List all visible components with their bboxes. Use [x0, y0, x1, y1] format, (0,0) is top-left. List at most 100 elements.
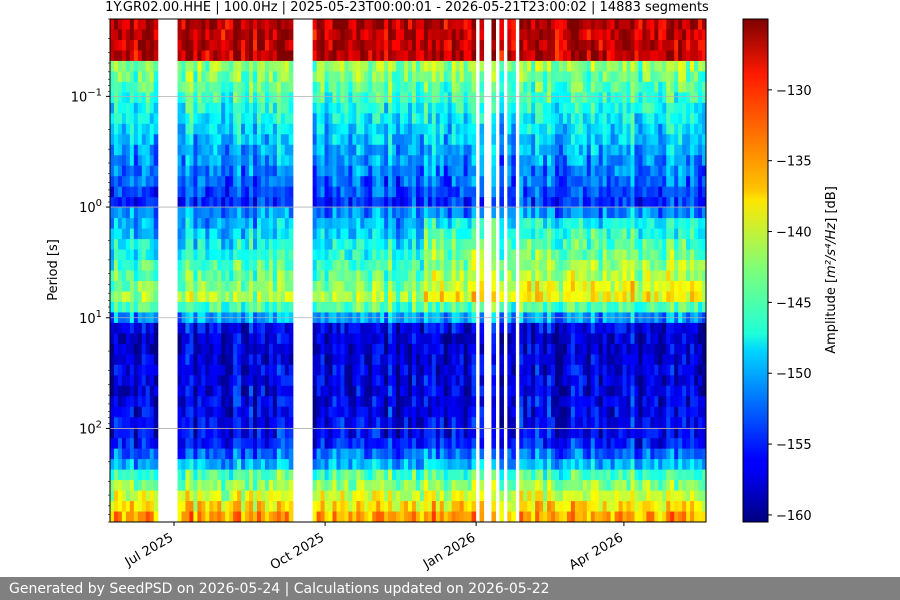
heatmap-cell [396, 417, 401, 429]
heatmap-cell [113, 469, 119, 481]
heatmap-cell [141, 228, 147, 240]
heatmap-cell [562, 480, 568, 492]
heatmap-cell [435, 228, 441, 240]
heatmap-cell [435, 480, 441, 492]
heatmap-cell [511, 228, 516, 240]
heatmap-cell [249, 448, 254, 460]
heatmap-cell [320, 155, 326, 167]
heatmap-cell [523, 102, 528, 114]
heatmap-cell [153, 71, 159, 83]
heatmap-cell [149, 81, 155, 93]
heatmap-cell [221, 385, 226, 397]
heatmap-cell [141, 501, 147, 513]
heatmap-cell [336, 343, 342, 355]
heatmap-cell [237, 92, 242, 104]
heatmap-cell [507, 81, 512, 93]
heatmap-cell [177, 469, 183, 481]
heatmap-cell [153, 270, 159, 282]
heatmap-cell [396, 29, 401, 41]
heatmap-cell [217, 448, 222, 460]
heatmap-cell [392, 134, 397, 146]
heatmap-cell [558, 71, 564, 83]
heatmap-cell [253, 438, 258, 450]
heatmap-cell [241, 354, 246, 366]
heatmap-cell [447, 29, 453, 41]
heatmap-cell [400, 123, 405, 135]
heatmap-cell [312, 123, 318, 135]
heatmap-column [392, 19, 397, 522]
heatmap-cell [467, 343, 473, 355]
heatmap-cell [392, 354, 397, 366]
heatmap-cell [233, 165, 238, 177]
heatmap-cell [225, 39, 230, 52]
heatmap-cell [360, 249, 365, 261]
heatmap-cell [443, 301, 449, 314]
heatmap-cell [316, 81, 322, 93]
heatmap-cell [233, 343, 238, 355]
heatmap-cell [268, 427, 274, 439]
heatmap-cell [479, 270, 485, 282]
heatmap-cell [467, 134, 473, 146]
heatmap-cell [217, 50, 222, 62]
heatmap-cell [491, 396, 497, 408]
heatmap-cell [316, 207, 322, 219]
heatmap-cell [257, 375, 262, 387]
heatmap-cell [570, 60, 576, 72]
heatmap-cell [233, 81, 238, 93]
heatmap-cell [551, 333, 556, 345]
heatmap-cell [229, 490, 234, 502]
heatmap-cell [423, 406, 429, 418]
heatmap-cell [332, 469, 338, 481]
heatmap-cell [229, 364, 234, 376]
heatmap-cell [368, 71, 373, 83]
heatmap-cell [447, 280, 453, 293]
heatmap-cell [551, 134, 556, 146]
heatmap-column [145, 19, 151, 522]
heatmap-cell [260, 459, 266, 471]
heatmap-cell [241, 197, 246, 209]
heatmap-cell [121, 102, 127, 114]
heatmap-cell [415, 228, 421, 240]
heatmap-cell [221, 186, 226, 198]
heatmap-cell [181, 270, 187, 282]
heatmap-cell [201, 427, 206, 439]
heatmap-cell [372, 176, 377, 188]
heatmap-cell [539, 228, 544, 240]
heatmap-cell [125, 469, 131, 481]
heatmap-cell [519, 218, 524, 230]
heatmap-cell [348, 165, 353, 177]
heatmap-cell [328, 480, 334, 492]
heatmap-cell [229, 480, 234, 492]
heatmap-cell [467, 480, 473, 492]
heatmap-cell [205, 186, 210, 198]
heatmap-cell [447, 364, 453, 376]
heatmap-cell [423, 375, 429, 387]
heatmap-cell [447, 71, 453, 83]
heatmap-cell [527, 501, 532, 513]
heatmap-cell [566, 134, 572, 146]
heatmap-cell [137, 144, 143, 156]
heatmap-cell [574, 197, 580, 209]
heatmap-cell [280, 301, 286, 314]
heatmap-cell [491, 176, 497, 188]
heatmap-cell [340, 197, 346, 209]
heatmap-cell [133, 343, 139, 355]
heatmap-cell [431, 301, 437, 314]
heatmap-column [193, 19, 199, 522]
heatmap-cell [507, 186, 512, 198]
heatmap-cell [288, 176, 294, 188]
heatmap-cell [137, 207, 143, 219]
heatmap-cell [340, 427, 346, 439]
heatmap-cell [443, 469, 449, 481]
heatmap-cell [332, 438, 338, 450]
heatmap-cell [209, 333, 214, 345]
heatmap-cell [117, 354, 123, 366]
heatmap-cell [121, 134, 127, 146]
heatmap-cell [225, 343, 230, 355]
heatmap-cell [209, 39, 214, 52]
heatmap-cell [511, 176, 516, 188]
heatmap-cell [193, 364, 199, 376]
heatmap-cell [404, 239, 409, 251]
heatmap-cell [427, 176, 433, 188]
heatmap-cell [396, 291, 401, 303]
